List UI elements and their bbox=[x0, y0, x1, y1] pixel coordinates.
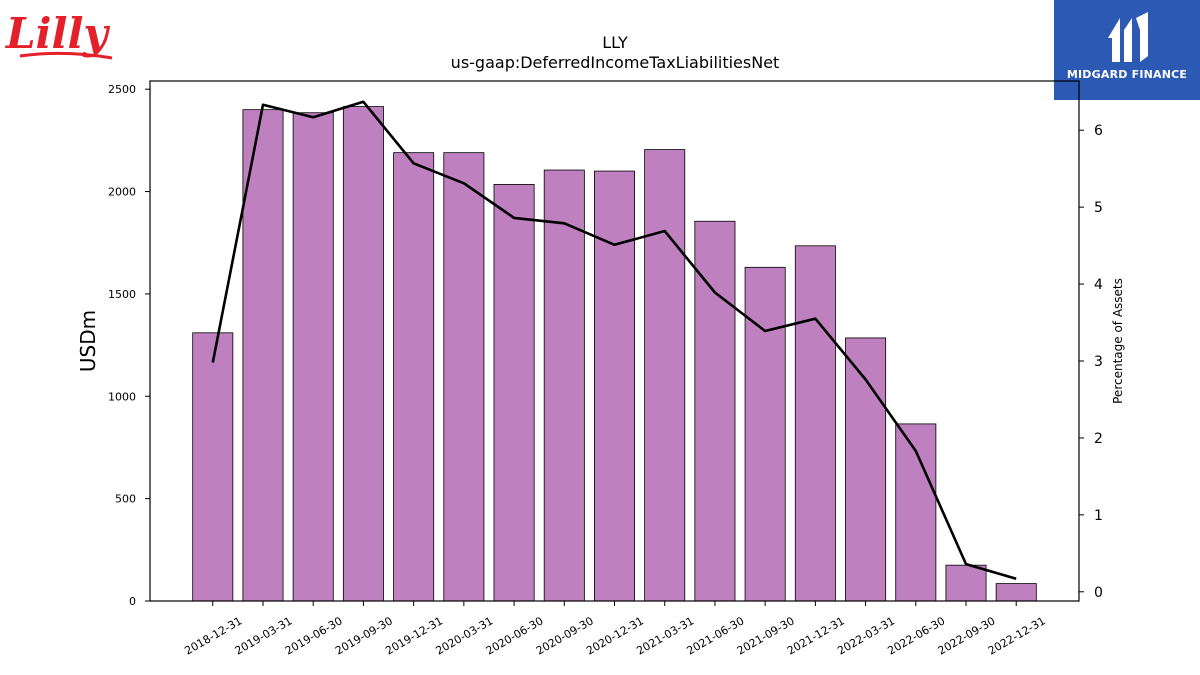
y-tick-label: 1500 bbox=[108, 288, 136, 301]
bar bbox=[995, 583, 1037, 602]
y-tick-label: 0 bbox=[129, 595, 136, 608]
bar bbox=[493, 183, 535, 602]
bar bbox=[443, 152, 485, 602]
line-series bbox=[211, 100, 1017, 580]
bar bbox=[694, 220, 736, 602]
y2-tick-label: 0 bbox=[1094, 585, 1103, 601]
y2-tick-label: 4 bbox=[1094, 277, 1103, 293]
bar bbox=[393, 152, 435, 602]
chart-subtitle: us-gaap:DeferredIncomeTaxLiabilitiesNet bbox=[451, 53, 780, 72]
bar bbox=[543, 169, 585, 602]
midgard-logo-mark bbox=[1054, 0, 1200, 100]
y2-tick-label: 1 bbox=[1094, 508, 1103, 524]
chart-title: LLY bbox=[602, 33, 628, 52]
midgard-logo-text: MIDGARD FINANCE bbox=[1066, 68, 1188, 81]
bar bbox=[945, 564, 987, 602]
y-tick-label: 500 bbox=[115, 493, 136, 506]
bar-series bbox=[192, 106, 1037, 602]
y2-tick-label: 3 bbox=[1094, 354, 1103, 370]
lilly-logo-swoosh bbox=[19, 51, 113, 60]
y-tick-label: 2500 bbox=[108, 83, 136, 96]
y2-axis-label: Percentage of Assets bbox=[1111, 278, 1125, 404]
bar bbox=[342, 106, 384, 602]
y-axis-label: USDm bbox=[76, 310, 100, 372]
y-tick-label: 1000 bbox=[108, 390, 136, 403]
y2-tick-label: 6 bbox=[1094, 123, 1103, 139]
percentage-line bbox=[211, 100, 1017, 580]
bar bbox=[845, 337, 887, 602]
bar bbox=[594, 170, 635, 602]
bar bbox=[644, 149, 686, 602]
y2-tick-label: 2 bbox=[1094, 431, 1103, 447]
y-axis-left: 0 500 1000 1500 2000 2500 bbox=[108, 83, 150, 608]
bar bbox=[242, 109, 284, 602]
lilly-logo: Lilly bbox=[5, 9, 113, 60]
lilly-logo-text: Lilly bbox=[5, 9, 110, 58]
bar bbox=[192, 332, 234, 602]
y2-tick-label: 5 bbox=[1094, 200, 1103, 216]
midgard-finance-logo: MIDGARD FINANCE bbox=[1054, 0, 1200, 100]
bar bbox=[794, 245, 836, 602]
bar bbox=[744, 266, 786, 602]
x-tick-label: 2022-12-31 bbox=[986, 614, 1048, 657]
y-tick-label: 2000 bbox=[108, 186, 136, 199]
bar bbox=[292, 112, 334, 602]
x-axis: 2018-12-312019-03-312019-06-302019-09-30… bbox=[182, 601, 1048, 658]
y-axis-right: 0 1 2 3 4 5 6 bbox=[1079, 123, 1103, 601]
